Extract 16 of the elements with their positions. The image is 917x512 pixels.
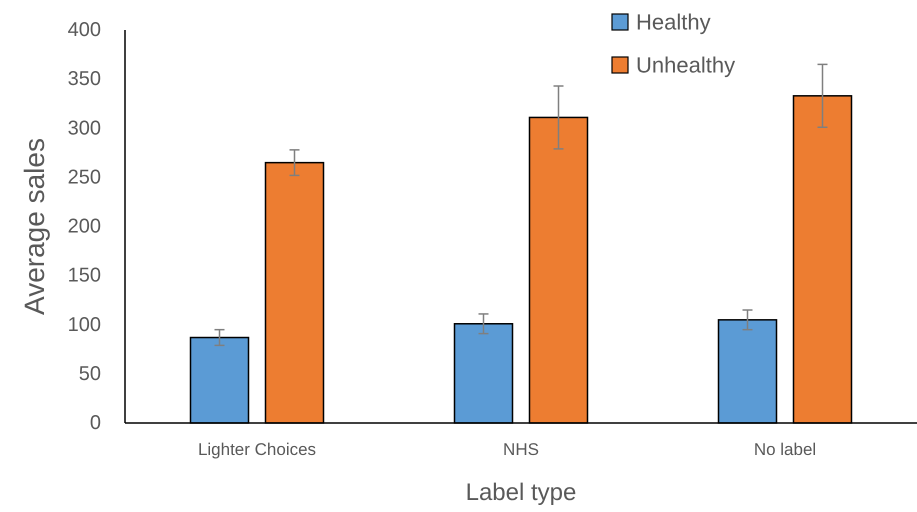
legend-label: Healthy — [636, 10, 711, 34]
y-tick-label: 0 — [90, 412, 101, 434]
y-tick-label: 100 — [68, 314, 101, 336]
legend-label: Unhealthy — [636, 52, 736, 78]
y-tick-label: 250 — [68, 166, 101, 188]
y-tick-label: 300 — [68, 117, 101, 140]
y-tick-label: 50 — [78, 362, 101, 385]
x-tick-label: Lighter Choices — [198, 440, 316, 459]
x-tick-label: No label — [754, 440, 816, 459]
y-tick-label: 350 — [68, 68, 101, 90]
y-tick-label: 200 — [68, 216, 101, 238]
y-axis-title: Average sales — [19, 138, 50, 315]
y-tick-label: 150 — [68, 264, 101, 287]
x-tick-label: NHS — [503, 440, 539, 459]
x-axis-title: Label type — [466, 479, 576, 506]
y-tick-label: 400 — [68, 19, 101, 41]
